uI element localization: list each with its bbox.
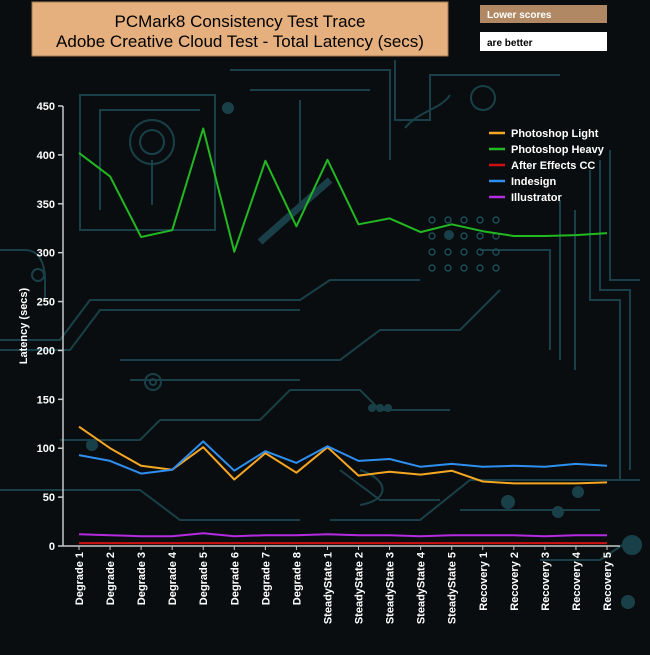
y-tick-label: 350 <box>37 199 55 211</box>
legend-label: Photoshop Light <box>511 128 599 140</box>
x-tick-label: SteadyState 3 <box>385 552 397 624</box>
title-box <box>31 1 449 57</box>
y-tick-label: 300 <box>37 248 55 260</box>
x-tick-label: Recovery 3 <box>540 552 552 611</box>
chart-title-line-2: Adobe Creative Cloud Test - Total Latenc… <box>56 32 424 51</box>
series-line-photoshop-light <box>78 425 608 485</box>
y-tick-label: 0 <box>49 541 55 553</box>
legend-label: Indesign <box>511 176 557 188</box>
y-tick-label: 400 <box>37 150 55 162</box>
y-axis-title: Latency (secs) <box>18 287 30 364</box>
y-tick-label: 200 <box>37 345 55 357</box>
legend-label: After Effects CC <box>511 160 595 172</box>
chart-title-line-1: PCMark8 Consistency Test Trace <box>115 12 366 31</box>
x-tick-label: SteadyState 5 <box>447 552 459 624</box>
y-tick-label: 450 <box>37 101 55 113</box>
series-line-illustrator <box>78 532 607 538</box>
x-tick-label: Degrade 7 <box>260 552 272 605</box>
x-tick-label: SteadyState 4 <box>416 551 428 624</box>
x-tick-label: Recovery 1 <box>478 552 490 611</box>
legend-label: Photoshop Heavy <box>511 144 605 156</box>
legend: Photoshop Light Photoshop Heavy After Eff… <box>489 128 605 204</box>
x-tick-labels: Degrade 1 Degrade 2 Degrade 3 Degrade 4 Degr… <box>74 546 614 624</box>
series-line-indesign <box>78 440 608 475</box>
note-are-better: are better <box>487 38 533 49</box>
x-tick-label: Degrade 8 <box>291 552 303 605</box>
note-lower-scores: Lower scores <box>487 10 552 21</box>
x-tick-label: Recovery 4 <box>571 551 583 611</box>
x-tick-label: Recovery 2 <box>509 552 521 611</box>
note-box-better <box>480 32 607 51</box>
series-lines <box>78 127 608 545</box>
y-tick-labels: 0 50 100 150 200 250 300 350 400 450 <box>37 101 63 553</box>
series-line-photoshop-heavy <box>78 127 608 253</box>
legend-label: Illustrator <box>511 192 562 204</box>
x-tick-label: Degrade 1 <box>74 552 86 605</box>
note-box-lower <box>480 5 607 23</box>
y-tick-label: 150 <box>37 394 55 406</box>
x-tick-label: Degrade 4 <box>167 551 179 605</box>
x-tick-label: Degrade 6 <box>229 552 241 605</box>
y-tick-label: 250 <box>37 297 55 309</box>
x-tick-label: SteadyState 2 <box>354 552 366 624</box>
y-tick-label: 100 <box>37 443 55 455</box>
x-tick-label: SteadyState 1 <box>322 552 334 624</box>
y-tick-label: 50 <box>43 492 55 504</box>
x-tick-label: Recovery 5 <box>602 552 614 611</box>
x-tick-label: Degrade 2 <box>105 552 117 605</box>
x-tick-label: Degrade 3 <box>136 552 148 605</box>
x-tick-label: Degrade 5 <box>198 552 210 605</box>
